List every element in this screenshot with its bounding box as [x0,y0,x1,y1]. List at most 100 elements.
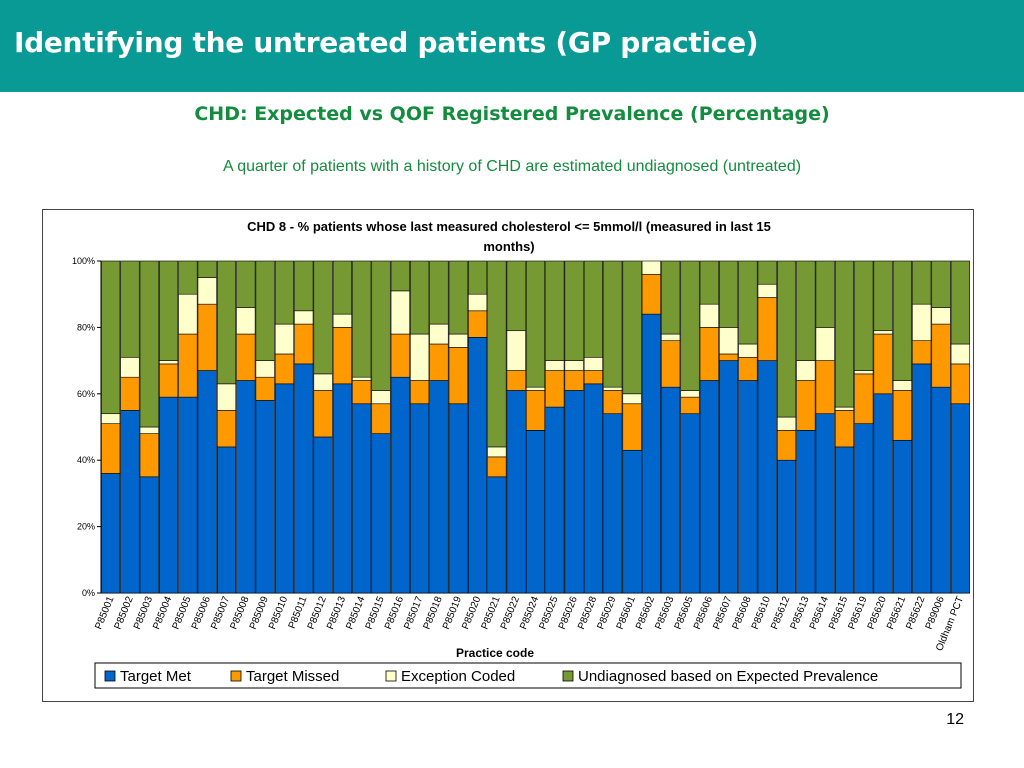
bar-segment [236,260,256,308]
bar-segment [429,323,449,345]
bar-segment [178,293,198,335]
bar-segment [873,333,893,395]
y-tick-label: 0% [82,588,95,598]
bar-segment [120,410,140,594]
bar-segment [467,260,488,295]
bar-segment [506,370,526,391]
bar-segment [255,376,275,401]
bar-segment [641,260,661,275]
bar-segment [834,406,855,411]
bar-segment [583,260,603,358]
bar-segment [390,376,410,594]
bar-segment [738,343,758,358]
slide-header: Identifying the untreated patients (GP p… [0,0,1024,92]
bar-segment [950,260,970,345]
bar-segment [352,376,372,381]
bar-segment [776,260,797,418]
bar-segment [603,386,623,391]
bar-segment [603,390,623,415]
slide-title: CHD: Expected vs QOF Registered Prevalen… [194,103,830,125]
bar-segment [583,370,603,385]
bar-segment [236,307,256,335]
stacked-bar-chart: CHD 8 - % patients whose last measured c… [72,219,970,689]
bar-segment [332,383,352,594]
bar-segment [912,303,932,341]
bar-segment [661,340,681,388]
bar-segment [216,446,237,594]
bar-segment [719,360,739,594]
bar-segment [467,310,488,338]
bar-segment [892,390,912,441]
bar-segment [815,413,835,594]
bar-segment [467,293,488,312]
bar-segment [719,260,739,328]
bar-segment [661,386,681,594]
y-axis-tick-labels: 0% 20% 40% 60% 80% 100% [72,256,95,598]
bar-segment [139,426,159,434]
bar-segment [776,416,797,431]
bar-segment [487,476,507,594]
bar-segment [255,400,275,594]
bar-segment [371,433,391,594]
bar-segment [506,260,526,332]
bar-segment [796,430,816,594]
bar-segment [776,459,797,594]
bar-segment [178,396,198,594]
bar-segment [564,390,584,594]
bar-segment [892,380,912,391]
bar-segment [506,330,526,371]
bar-segment [294,363,314,594]
bar-segment [178,333,198,398]
bar-segment [699,303,719,328]
bar-segment [931,323,951,388]
bar-segment [448,347,468,405]
bar-segment [332,327,352,385]
bar-segment [139,433,159,478]
bar-segment [854,370,874,375]
bar-segment [796,380,816,431]
bar-segment [487,446,507,458]
y-tick-label: 100% [72,256,95,266]
bar-segment [641,313,661,594]
bar-segment [197,277,217,305]
bar-segment [738,380,758,594]
page-number: 12 [946,711,964,728]
bar-segment [757,283,777,298]
bar-segment [332,313,352,328]
bar-segment [294,323,314,365]
bar-segment [178,260,198,295]
bar-segment [487,260,507,448]
bar-segment [564,360,584,371]
legend-swatch [230,670,242,682]
legend-swatch [385,670,397,682]
bar-segment [101,473,121,594]
bar-segment [719,327,739,355]
legend-label: Target Met [120,668,192,685]
bar-segment [313,260,333,375]
bar-segment [757,297,777,361]
bar-segment [583,356,603,371]
bar-segment [680,413,700,594]
bar-segment [352,260,372,378]
bar-segment [757,360,777,594]
bar-segment [873,393,893,594]
bar-segment [390,290,410,335]
bar-segment [429,343,449,381]
bar-segment [390,260,410,292]
bar-segment [332,260,352,315]
bar-segment [159,363,179,398]
bar-segment [892,260,912,381]
bar-segment [506,390,526,594]
bar-segment [680,396,700,415]
bar-segment [197,370,217,594]
y-tick-label: 80% [77,322,95,332]
bar-segment [680,390,700,398]
bar-segment [564,370,584,391]
bar-segment [448,333,468,348]
bar-stacks [101,260,970,594]
bar-segment [912,363,932,594]
bar-segment [545,370,565,408]
bar-segment [216,260,237,385]
bar-segment [815,327,835,361]
bar-segment [410,333,430,381]
